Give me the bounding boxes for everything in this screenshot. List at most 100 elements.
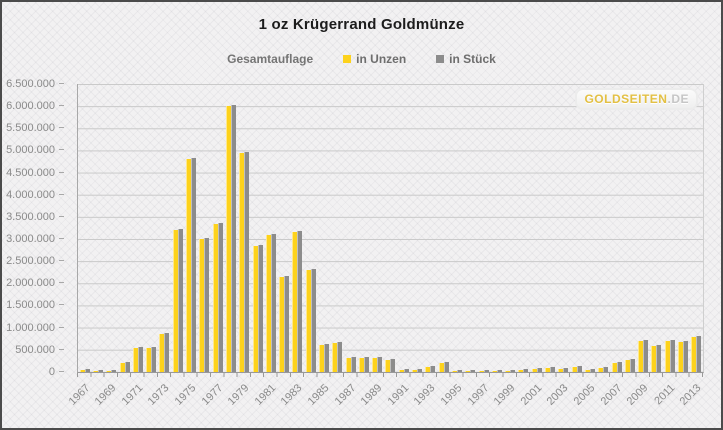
bar-stueck-1968 <box>97 370 103 372</box>
bar-unzen-1995 <box>451 371 457 372</box>
year-slot-1974 <box>171 84 184 372</box>
bar-unzen-2002 <box>545 367 551 372</box>
bar-stueck-2003 <box>563 367 569 372</box>
bar-unzen-1978 <box>225 105 231 372</box>
bar-unzen-2009 <box>638 341 644 372</box>
year-slot-1994 <box>437 84 450 372</box>
bar-stueck-2011 <box>669 340 675 372</box>
bar-stueck-2007 <box>616 361 622 372</box>
y-tick-label: 2.000.000 <box>6 276 64 290</box>
bar-stueck-1987 <box>350 356 356 372</box>
bar-unzen-1983 <box>292 232 298 372</box>
y-tick-label: 3.000.000 <box>6 232 64 246</box>
y-tick-label: 1.500.000 <box>6 298 64 312</box>
bar-stueck-1975 <box>191 158 197 372</box>
year-slot-2001 <box>530 84 543 372</box>
year-slot-2006 <box>597 84 610 372</box>
bar-stueck-1985 <box>324 344 329 372</box>
bar-unzen-2003 <box>558 368 564 372</box>
year-slot-2004 <box>570 84 583 372</box>
y-tick-label: 5.000.000 <box>6 143 64 157</box>
bar-unzen-1972 <box>146 348 152 372</box>
bar-unzen-1993 <box>425 366 431 372</box>
bar-stueck-2002 <box>550 366 556 372</box>
year-slot-1972 <box>144 84 157 372</box>
bar-unzen-2010 <box>651 346 657 372</box>
year-slot-1981 <box>264 84 277 372</box>
bar-stueck-2004 <box>576 365 582 372</box>
bar-stueck-1977 <box>217 223 223 372</box>
bar-unzen-2006 <box>598 367 604 372</box>
bar-unzen-2005 <box>584 370 590 372</box>
bar-unzen-1969 <box>106 371 112 372</box>
year-slot-1996 <box>464 84 477 372</box>
y-axis-labels: 6.500.000 6.000.000 5.500.000 5.000.000 4.50… <box>2 77 64 379</box>
bar-stueck-2009 <box>643 340 649 372</box>
year-slot-1984 <box>304 84 317 372</box>
bar-stueck-1984 <box>310 269 316 372</box>
watermark-logo: GOLDSEITEN.DE <box>575 88 698 110</box>
year-slot-2003 <box>557 84 570 372</box>
legend-title: Gesamtauflage <box>227 52 314 66</box>
bar-stueck-1995 <box>456 370 462 372</box>
bar-unzen-2013 <box>691 336 697 372</box>
year-slot-1992 <box>410 84 423 372</box>
legend: Gesamtauflage in Unzen in Stück <box>2 52 721 66</box>
bar-stueck-1973 <box>164 332 170 372</box>
year-slot-1970 <box>118 84 131 372</box>
bar-stueck-1981 <box>270 233 276 372</box>
bar-stueck-1993 <box>430 365 436 372</box>
bar-unzen-1971 <box>132 347 138 372</box>
year-slot-1985 <box>317 84 330 372</box>
year-slot-1978 <box>224 84 237 372</box>
year-slot-1990 <box>384 84 397 372</box>
year-slot-1976 <box>198 84 211 372</box>
bar-stueck-1976 <box>204 238 210 372</box>
bar-unzen-1999 <box>505 370 511 372</box>
year-slot-1971 <box>131 84 144 372</box>
bar-stueck-1990 <box>390 359 396 372</box>
bar-unzen-1986 <box>332 343 338 372</box>
bar-stueck-2010 <box>656 345 662 372</box>
bar-unzen-1968 <box>92 371 98 372</box>
bar-stueck-1980 <box>257 244 263 372</box>
bar-stueck-1999 <box>510 369 516 372</box>
y-tick-label: 6.500.000 <box>6 77 64 91</box>
y-tick-label: 0 <box>49 365 64 379</box>
bar-unzen-1987 <box>345 357 351 372</box>
bar-stueck-1986 <box>337 342 343 372</box>
y-tick-label: 1.000.000 <box>6 321 64 335</box>
bar-stueck-1989 <box>377 356 383 372</box>
bar-unzen-1981 <box>265 234 271 372</box>
year-slot-2012 <box>676 84 689 372</box>
bar-unzen-1970 <box>119 362 125 372</box>
bar-unzen-1998 <box>491 370 497 372</box>
legend-label-unzen: in Unzen <box>356 52 407 66</box>
bar-stueck-1983 <box>297 231 303 372</box>
bar-unzen-1980 <box>252 245 258 372</box>
year-slot-1991 <box>397 84 410 372</box>
bar-unzen-2000 <box>518 370 524 372</box>
year-slot-1968 <box>91 84 104 372</box>
bar-unzen-2011 <box>664 341 670 372</box>
plot-area: GOLDSEITEN.DE <box>77 84 704 373</box>
bar-stueck-1974 <box>177 229 183 372</box>
year-slot-1987 <box>344 84 357 372</box>
bar-stueck-2000 <box>523 369 529 372</box>
bar-stueck-2001 <box>536 367 542 372</box>
bar-unzen-1996 <box>465 370 471 372</box>
year-slot-1977 <box>211 84 224 372</box>
bar-unzen-2007 <box>611 362 617 372</box>
bar-unzen-1991 <box>398 369 404 372</box>
bar-stueck-1978 <box>230 104 236 372</box>
bar-stueck-1992 <box>417 368 423 372</box>
year-slot-2013 <box>690 84 703 372</box>
bar-stueck-1969 <box>111 370 117 372</box>
bar-unzen-2004 <box>571 366 577 372</box>
watermark-de-text: .DE <box>667 92 689 106</box>
year-slot-1986 <box>331 84 344 372</box>
y-tick-label: 5.500.000 <box>6 121 64 135</box>
bar-unzen-1979 <box>239 153 245 372</box>
year-slot-2002 <box>543 84 556 372</box>
bar-unzen-1967 <box>79 370 85 372</box>
